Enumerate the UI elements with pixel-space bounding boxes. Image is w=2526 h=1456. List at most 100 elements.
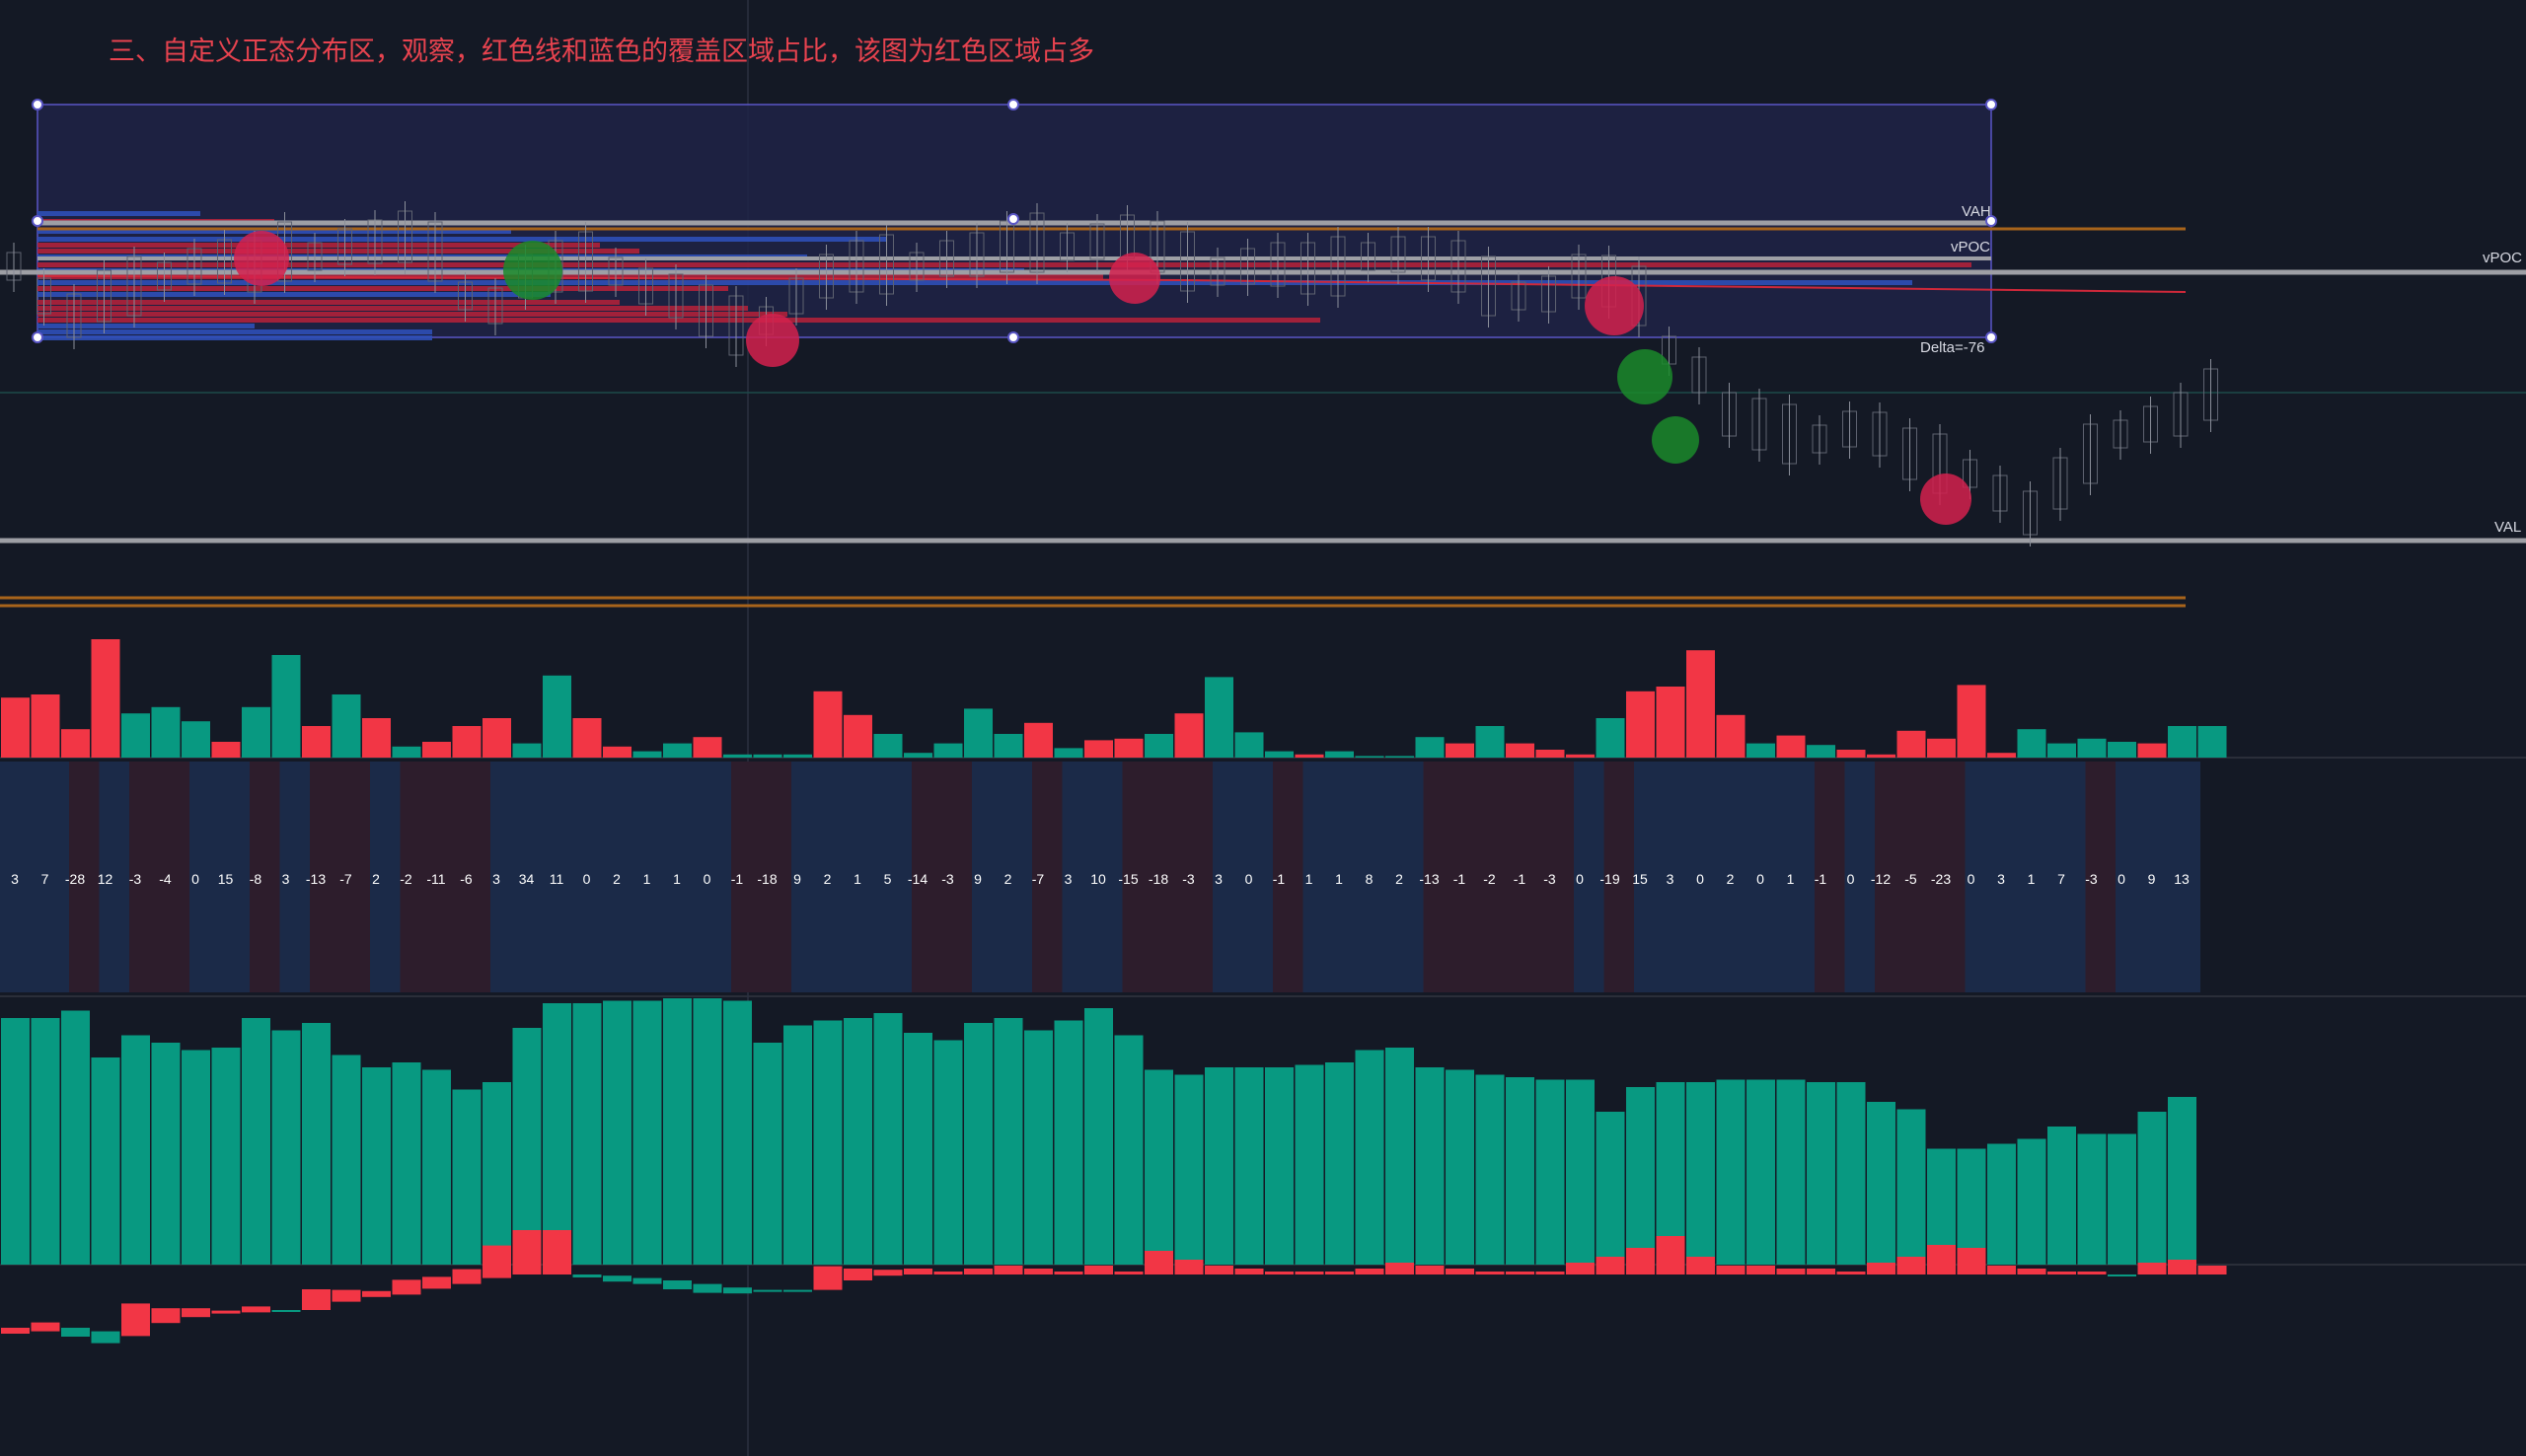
cumulative-bar xyxy=(1987,1143,2016,1265)
cumulative-bar xyxy=(483,1082,511,1265)
delta-value: -3 xyxy=(1182,871,1195,887)
volume-bar xyxy=(1836,750,1866,758)
oscillator-bar xyxy=(1506,1272,1534,1274)
oscillator-bar xyxy=(1355,1269,1384,1274)
cumulative-bar xyxy=(362,1067,391,1265)
oscillator-bar xyxy=(151,1308,181,1324)
profile-row xyxy=(37,292,551,297)
delta-value: -3 xyxy=(129,871,142,887)
vah-label: VAH xyxy=(1962,203,1991,220)
oscillator-bar xyxy=(1716,1266,1746,1274)
delta-value: 0 xyxy=(583,871,591,887)
vpoc-label: vPOC xyxy=(2483,250,2523,266)
delta-value: -7 xyxy=(339,871,352,887)
profile-row xyxy=(37,262,1971,267)
cumulative-bar xyxy=(1566,1079,1595,1265)
delta-value: -6 xyxy=(460,871,473,887)
handle xyxy=(32,99,43,110)
chart-title: 三、自定义正态分布区，观察，红色线和蓝色的覆盖区域占比，该图为红色区域占多 xyxy=(109,36,1094,67)
volume-bar xyxy=(1295,754,1324,758)
oscillator-bar xyxy=(2168,1260,2196,1274)
delta-value: -23 xyxy=(1931,871,1951,887)
oscillator-bar xyxy=(422,1276,451,1289)
oscillator-bar xyxy=(753,1289,782,1292)
delta-value: -19 xyxy=(1599,871,1619,887)
oscillator-bar xyxy=(242,1306,270,1313)
volume-bar xyxy=(1776,735,1806,758)
volume-bar xyxy=(844,714,872,758)
delta-value: -5 xyxy=(1904,871,1917,887)
oscillator-bar xyxy=(302,1289,331,1310)
delta-value: -1 xyxy=(1514,871,1526,887)
delta-value: -1 xyxy=(1453,871,1466,887)
volume-bar xyxy=(512,743,542,758)
oscillator-bar xyxy=(873,1270,903,1276)
cumulative-bar xyxy=(2017,1138,2046,1265)
volume-bar xyxy=(543,675,571,758)
volume-bar xyxy=(1114,738,1144,758)
volume-bar xyxy=(1535,750,1565,758)
handle xyxy=(1985,215,1997,227)
delta-value: 2 xyxy=(1004,871,1012,887)
delta-neg-shade xyxy=(1935,762,1966,992)
delta-value: 3 xyxy=(11,871,19,887)
box-handles[interactable] xyxy=(32,99,1997,343)
oscillator-bar xyxy=(452,1269,482,1284)
cumulative-bar xyxy=(1325,1062,1354,1265)
delta-value: -18 xyxy=(1149,871,1168,887)
profile-row xyxy=(37,286,728,291)
delta-value: -11 xyxy=(426,871,445,887)
cumulative-bar xyxy=(1776,1079,1806,1265)
delta-value: 9 xyxy=(974,871,982,887)
cumulative-pane xyxy=(1,998,2196,1265)
oscillator-bar xyxy=(1415,1266,1445,1274)
delta-neg-shade xyxy=(731,762,762,992)
volume-bar xyxy=(211,742,241,758)
oscillator-bar xyxy=(1084,1266,1113,1274)
delta-value: -13 xyxy=(1419,871,1439,887)
cumulative-bar xyxy=(2047,1127,2076,1265)
volume-bar xyxy=(61,729,90,758)
vpoc-box-label: vPOC xyxy=(1951,239,1991,255)
big-trade-bubbles xyxy=(234,231,1971,525)
oscillator-bar xyxy=(1054,1272,1083,1274)
volume-bar xyxy=(483,718,511,758)
cumulative-bar xyxy=(873,1013,903,1265)
delta-neg-shade xyxy=(1904,762,1935,992)
handle xyxy=(32,331,43,343)
volume-bar xyxy=(302,726,331,758)
volume-bar xyxy=(452,726,482,758)
cumulative-bar xyxy=(332,1055,361,1265)
volume-bar xyxy=(1265,751,1294,758)
cumulative-bar xyxy=(723,1000,752,1265)
oscillator-bar xyxy=(723,1287,752,1294)
delta-neg-shade xyxy=(250,762,280,992)
delta-value: 1 xyxy=(1335,871,1343,887)
delta-neg-shade xyxy=(1483,762,1514,992)
cumulative-bar xyxy=(1896,1109,1926,1265)
profile-row xyxy=(37,211,200,216)
profile-row xyxy=(37,237,886,242)
volume-bar xyxy=(2017,729,2046,758)
volume-bar xyxy=(1446,743,1474,758)
volume-bar xyxy=(332,694,361,758)
delta-neg-shade xyxy=(1152,762,1183,992)
delta-value: 2 xyxy=(1395,871,1403,887)
volume-bar xyxy=(2077,738,2107,758)
delta-pane: 3 7 -28 12 -3 -4 0 15 -8 3 -13 -7 2 -2 -11 -6 3 34 11 0 2 1 1 0… xyxy=(0,762,2200,992)
delta-neg-shade xyxy=(1514,762,1544,992)
bubble-red xyxy=(1585,276,1644,335)
delta-neg-shade xyxy=(69,762,100,992)
volume-bar xyxy=(1566,754,1595,758)
cumulative-bar xyxy=(1054,1020,1083,1265)
oscillator-bar xyxy=(1807,1269,1835,1274)
oscillator-bar xyxy=(271,1310,301,1312)
cumulative-bar xyxy=(1355,1050,1384,1265)
cumulative-bar xyxy=(632,1000,662,1265)
volume-bar xyxy=(1626,691,1655,758)
cumulative-bar xyxy=(813,1020,843,1265)
delta-value: 3 xyxy=(1215,871,1223,887)
oscillator-bar xyxy=(1114,1272,1144,1274)
volume-bar xyxy=(1145,734,1173,758)
